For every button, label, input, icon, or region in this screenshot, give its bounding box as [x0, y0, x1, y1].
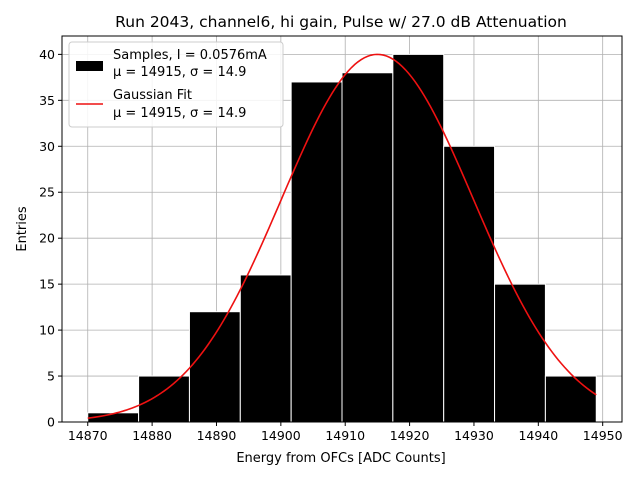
histogram-bar: [341, 72, 394, 423]
x-tick-label: 14900: [261, 428, 301, 443]
x-tick-label: 14880: [132, 428, 172, 443]
histogram-bar: [290, 81, 343, 423]
x-tick-label: 14910: [325, 428, 365, 443]
x-tick-label: 14870: [68, 428, 108, 443]
y-tick-label: 10: [39, 323, 55, 338]
legend-box: [68, 41, 284, 128]
histogram-bars: [87, 53, 597, 423]
x-tick-label: 14950: [583, 428, 623, 443]
y-tick-label: 35: [39, 93, 55, 108]
x-axis-label: Energy from OFCs [ADC Counts]: [236, 451, 445, 466]
x-tick-label: 14930: [454, 428, 494, 443]
y-tick-label: 40: [39, 47, 55, 62]
legend-histogram-stats: μ = 14915, σ = 14.9: [113, 65, 246, 80]
y-axis: 0 5 10 15 20 25 30 35 40: [39, 47, 62, 430]
x-tick-label: 14920: [390, 428, 430, 443]
y-tick-label: 0: [47, 415, 55, 430]
histogram-bar: [138, 375, 190, 423]
histogram-bar: [443, 145, 496, 423]
legend-fit-label: Gaussian Fit: [113, 88, 192, 103]
histogram-bar: [392, 53, 445, 423]
legend-histogram-label: Samples, I = 0.0576mA: [113, 48, 267, 63]
legend: Samples, I = 0.0576mA μ = 14915, σ = 14.…: [68, 41, 284, 128]
plot-frame: [61, 35, 623, 423]
histogram-bar: [544, 375, 597, 423]
gaussian-fit-line: [87, 53, 597, 419]
y-tick-label: 30: [39, 139, 55, 154]
y-tick-label: 15: [39, 277, 55, 292]
x-tick-label: 14890: [197, 428, 237, 443]
chart-title: Run 2043, channel6, hi gain, Pulse w/ 27…: [115, 13, 567, 31]
legend-histogram-swatch: [76, 61, 103, 71]
y-tick-label: 25: [39, 185, 55, 200]
y-tick-label: 20: [39, 231, 55, 246]
legend-fit-stats: μ = 14915, σ = 14.9: [113, 106, 246, 121]
x-tick-label: 14940: [518, 428, 558, 443]
histogram-bar: [239, 274, 292, 423]
x-axis: 14870 14880 14890 14900 14910 14920 14930 14940…: [68, 422, 623, 443]
histogram-bar: [494, 283, 546, 423]
y-tick-label: 5: [47, 369, 55, 384]
histogram-bar: [188, 311, 241, 423]
y-axis-label: Entries: [15, 206, 30, 252]
